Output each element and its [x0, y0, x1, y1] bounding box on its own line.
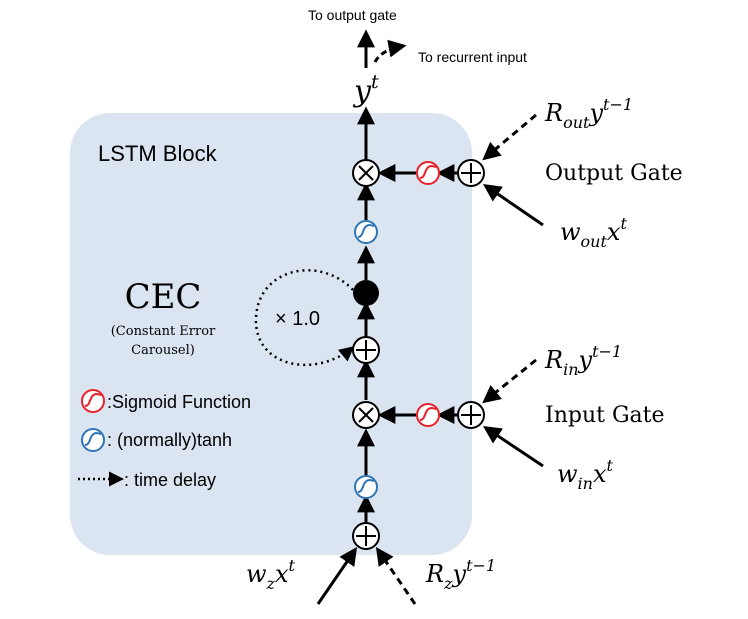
input-gate-weight-label: winxt — [557, 456, 614, 493]
output-gate-path — [377, 113, 544, 227]
legend-sigmoid-icon — [81, 389, 105, 413]
legend-delay-label: : time delay — [124, 470, 216, 490]
legend-tanh-label: : (normally)tanh — [107, 430, 232, 450]
to-output-gate-label: To output gate — [308, 7, 397, 23]
input-gate-path — [377, 358, 544, 468]
output-y-label: yt — [352, 71, 379, 109]
input-gate-recurrent-label: Rinyt−1 — [544, 342, 622, 379]
legend-sigmoid-label: :Sigmoid Function — [107, 392, 251, 412]
cec-subtitle-line2: Carousel) — [131, 343, 195, 358]
output-gate-recurrent-label: Routyt−1 — [544, 95, 633, 132]
cell-node — [353, 280, 379, 306]
output-gate-sigmoid — [416, 161, 440, 185]
output-gate-label: Output Gate — [545, 161, 683, 186]
output-product-node — [352, 159, 380, 187]
legend-tanh-icon — [81, 428, 105, 452]
block-input-sum — [352, 522, 380, 550]
block-input-tanh — [354, 475, 378, 499]
input-product-node — [352, 401, 380, 429]
cec-sum-node — [352, 336, 380, 364]
to-recurrent-input-label: To recurrent input — [418, 49, 527, 65]
input-gate-sum — [457, 401, 485, 429]
top-arrows — [357, 29, 407, 68]
input-gate-sigmoid — [416, 403, 440, 427]
input-gate-label: Input Gate — [545, 403, 665, 428]
cec-weight-label: × 1.0 — [275, 308, 320, 330]
block-input-arrows — [316, 547, 417, 605]
cec-subtitle-line1: (Constant Error — [111, 324, 216, 339]
output-gate-sum — [457, 159, 485, 187]
lstm-block-title: LSTM Block — [98, 141, 218, 166]
cec-title: CEC — [125, 277, 202, 317]
block-input-recurrent-label: Rzyt−1 — [425, 556, 496, 593]
cell-output-tanh — [354, 220, 378, 244]
legend: :Sigmoid Function : (normally)tanh : tim… — [78, 389, 251, 490]
output-gate-weight-label: woutxt — [560, 214, 627, 251]
block-input-weight-label: wzxt — [246, 556, 296, 593]
